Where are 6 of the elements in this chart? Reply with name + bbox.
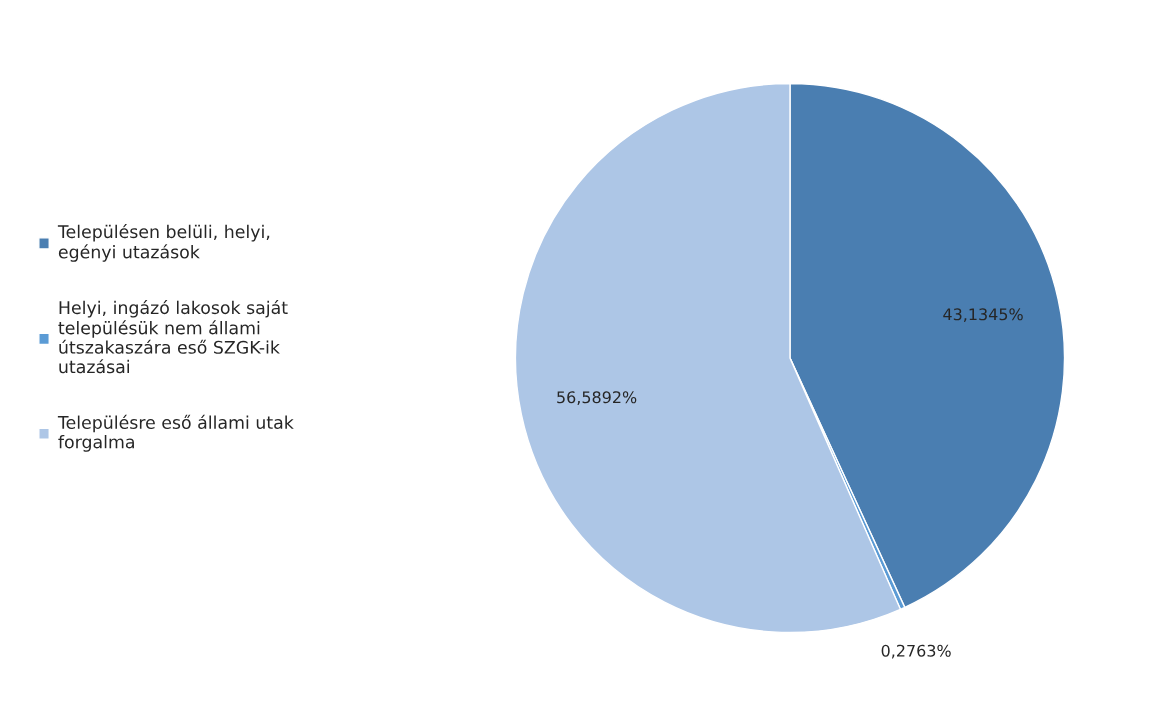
legend-label: Településen belüli, helyi, egényi utazások <box>57 224 270 262</box>
data-label: 56,5892% <box>557 391 637 405</box>
data-label: 43,1345% <box>943 308 1023 322</box>
legend-label: Helyi, ingázó lakosok saját településük nem állami útszakaszára eső SZGK-ik utazásai <box>58 300 288 374</box>
legend-label: Településre eső állami utak forgalma <box>57 414 294 452</box>
data-label: 0,2763% <box>881 644 951 659</box>
